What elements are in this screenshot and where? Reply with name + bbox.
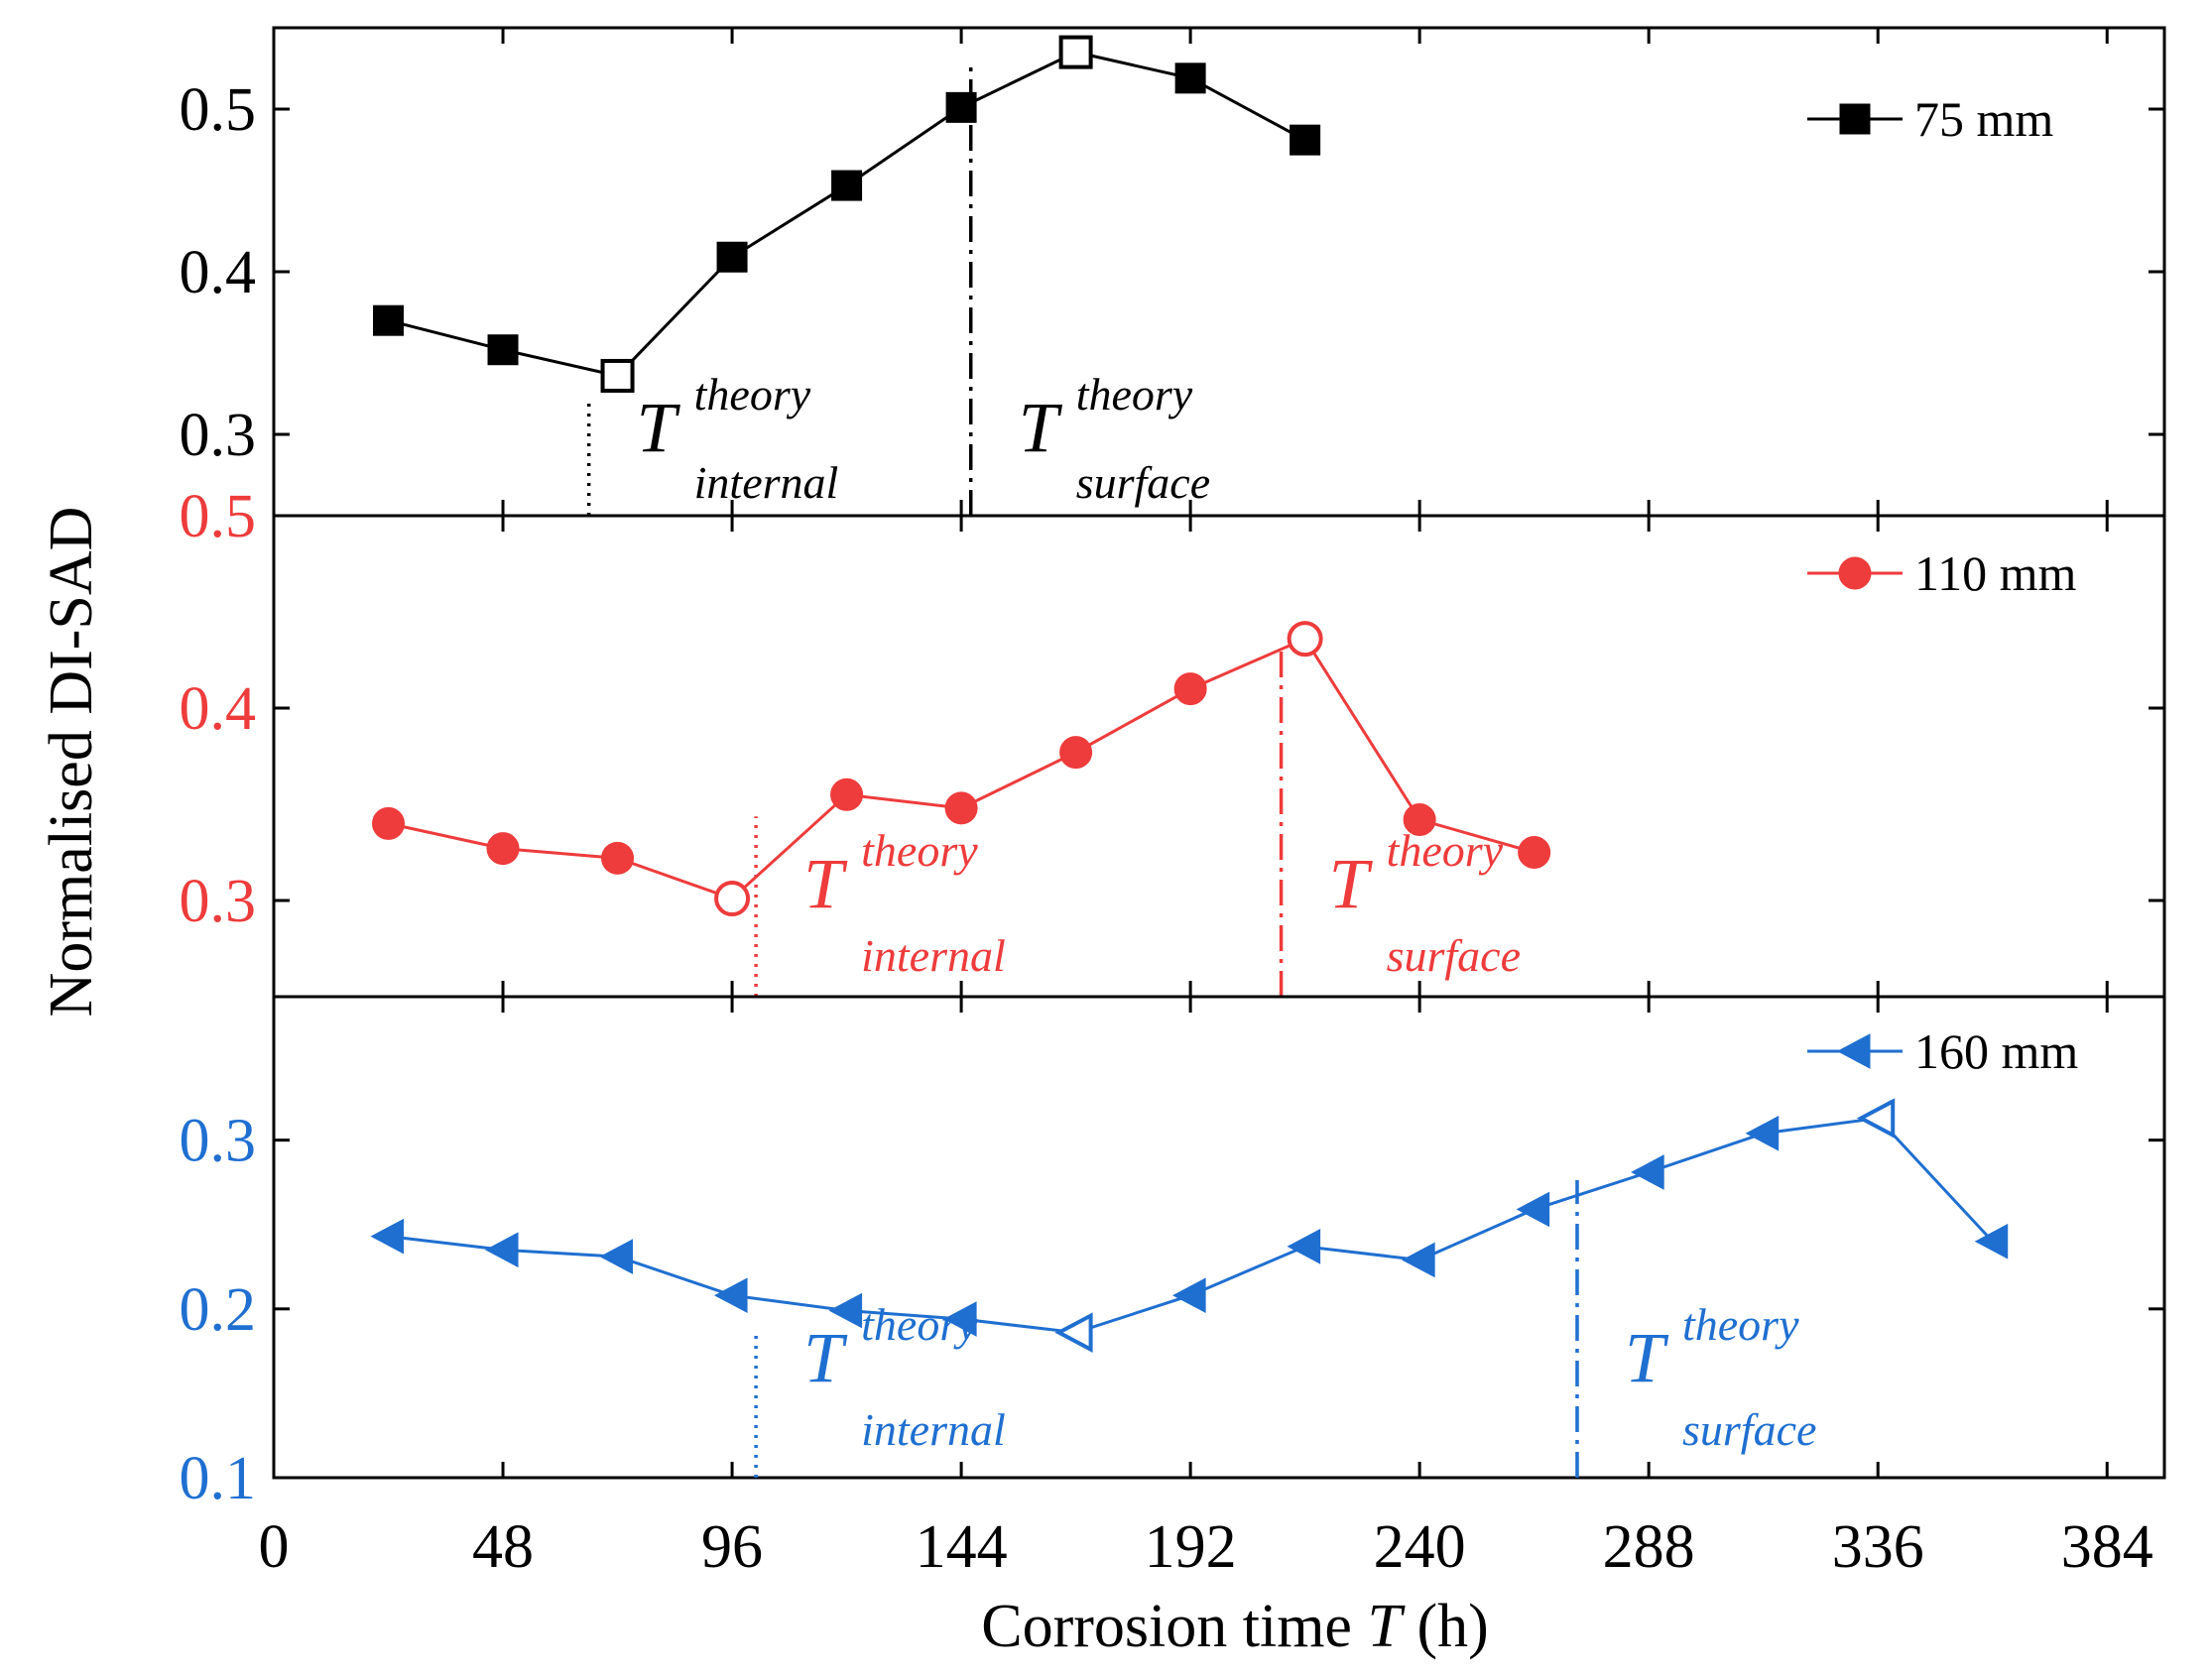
y-tick-label: 0.5 (180, 483, 257, 550)
data-point (1287, 1229, 1321, 1264)
data-point (1402, 1242, 1435, 1278)
series-line (388, 51, 1306, 378)
data-point-hollow (714, 881, 751, 917)
data-point (1059, 736, 1093, 770)
panel-frame (272, 26, 2166, 518)
data-point (713, 1277, 748, 1314)
x-tick-label: 336 (1832, 1513, 1924, 1581)
panel-75-mm: 0.3 0.4 0.5 T theory internal T theory surface 75… (180, 26, 2166, 518)
data-point-hollow (1058, 35, 1093, 69)
data-point (1631, 1154, 1664, 1190)
data-point (1290, 124, 1321, 156)
panel-frame (272, 995, 2166, 1480)
annotation-surface-sub: surface (1682, 1404, 1816, 1455)
x-tick-label: 288 (1603, 1513, 1695, 1581)
annotation-surface-sup: theory (1387, 825, 1504, 876)
legend-label: 75 mm (1914, 91, 2053, 147)
data-point (486, 832, 520, 866)
annotation-internal-T: T (637, 388, 681, 467)
annotation-internal-sub: internal (861, 1404, 1006, 1455)
annotation-internal-sup: theory (861, 825, 978, 876)
annotation-internal-T: T (803, 1318, 848, 1397)
x-tick-label: 0 (259, 1513, 290, 1581)
data-point (1172, 1277, 1206, 1314)
data-point (1745, 1116, 1780, 1151)
legend-marker (1839, 103, 1871, 135)
data-point (1174, 62, 1206, 94)
y-tick-label: 0.2 (180, 1276, 257, 1344)
annotation-surface-sup: theory (1076, 369, 1193, 420)
data-point-hollow (1054, 1312, 1093, 1353)
annotation-surface-T: T (1625, 1318, 1669, 1397)
x-axis-title: Corrosion time T (h) (981, 1593, 1488, 1660)
x-tick-label: 384 (2061, 1513, 2153, 1581)
data-point (1516, 1191, 1550, 1228)
data-point (944, 791, 978, 825)
annotation-surface-T: T (1329, 844, 1374, 923)
legend-label: 110 mm (1914, 545, 2077, 601)
x-axis-title-prefix: Corrosion time (981, 1593, 1367, 1660)
data-point (484, 1232, 519, 1268)
y-tick-label: 0.5 (180, 76, 257, 144)
annotation-internal-T: T (803, 844, 848, 923)
data-point (601, 841, 635, 875)
y-axis-title: Normalised DI-SAD (38, 507, 105, 1018)
y-tick-label: 0.4 (180, 239, 257, 306)
annotation-internal-sup: theory (861, 1299, 978, 1350)
data-point (831, 170, 863, 201)
legend-label: 160 mm (1914, 1023, 2078, 1079)
annotation-internal-sub: internal (694, 457, 839, 508)
y-tick-label: 0.1 (180, 1445, 257, 1512)
data-point (599, 1239, 634, 1274)
x-tick-label: 96 (701, 1513, 763, 1581)
data-point-hollow (600, 358, 635, 393)
panel-frame (272, 514, 2166, 999)
data-point-hollow (1287, 621, 1323, 658)
annotation-internal-sup: theory (694, 369, 811, 420)
annotation-surface-sub: surface (1076, 457, 1210, 508)
x-tick-label: 144 (916, 1513, 1008, 1581)
data-point (1974, 1223, 2009, 1259)
x-axis-title-suffix: (h) (1402, 1593, 1489, 1660)
data-point (370, 1218, 405, 1255)
panel-160-mm: 0.1 0.2 0.3 T theory internal T theory surface 16… (180, 995, 2166, 1512)
y-tick-label: 0.3 (180, 868, 257, 935)
x-tick-label: 192 (1145, 1513, 1237, 1581)
panel-110-mm: 0.3 0.4 0.5 T theory internal T theory surface 11… (180, 483, 2166, 999)
y-tick-label: 0.3 (180, 402, 257, 469)
annotation-surface-sup: theory (1682, 1299, 1799, 1350)
data-point (1173, 672, 1207, 706)
data-point-hollow (1856, 1098, 1896, 1139)
x-tick-label: 240 (1374, 1513, 1466, 1581)
annotation-surface-T: T (1019, 388, 1063, 467)
legend-marker (1836, 1033, 1871, 1069)
legend-marker (1838, 556, 1872, 590)
data-point (943, 1301, 977, 1337)
y-tick-label: 0.4 (180, 675, 257, 743)
data-point (373, 304, 405, 336)
data-point (1518, 836, 1551, 869)
data-point (372, 806, 406, 840)
data-point (1403, 803, 1436, 837)
data-point (828, 1292, 863, 1329)
data-point (830, 778, 864, 811)
data-point (487, 334, 519, 366)
y-tick-label: 0.3 (180, 1108, 257, 1175)
annotation-internal-sub: internal (861, 930, 1006, 981)
data-point (716, 241, 748, 273)
x-axis-title-variable: T (1367, 1593, 1406, 1660)
x-tick-label: 48 (472, 1513, 534, 1581)
annotation-surface-sub: surface (1387, 930, 1521, 981)
